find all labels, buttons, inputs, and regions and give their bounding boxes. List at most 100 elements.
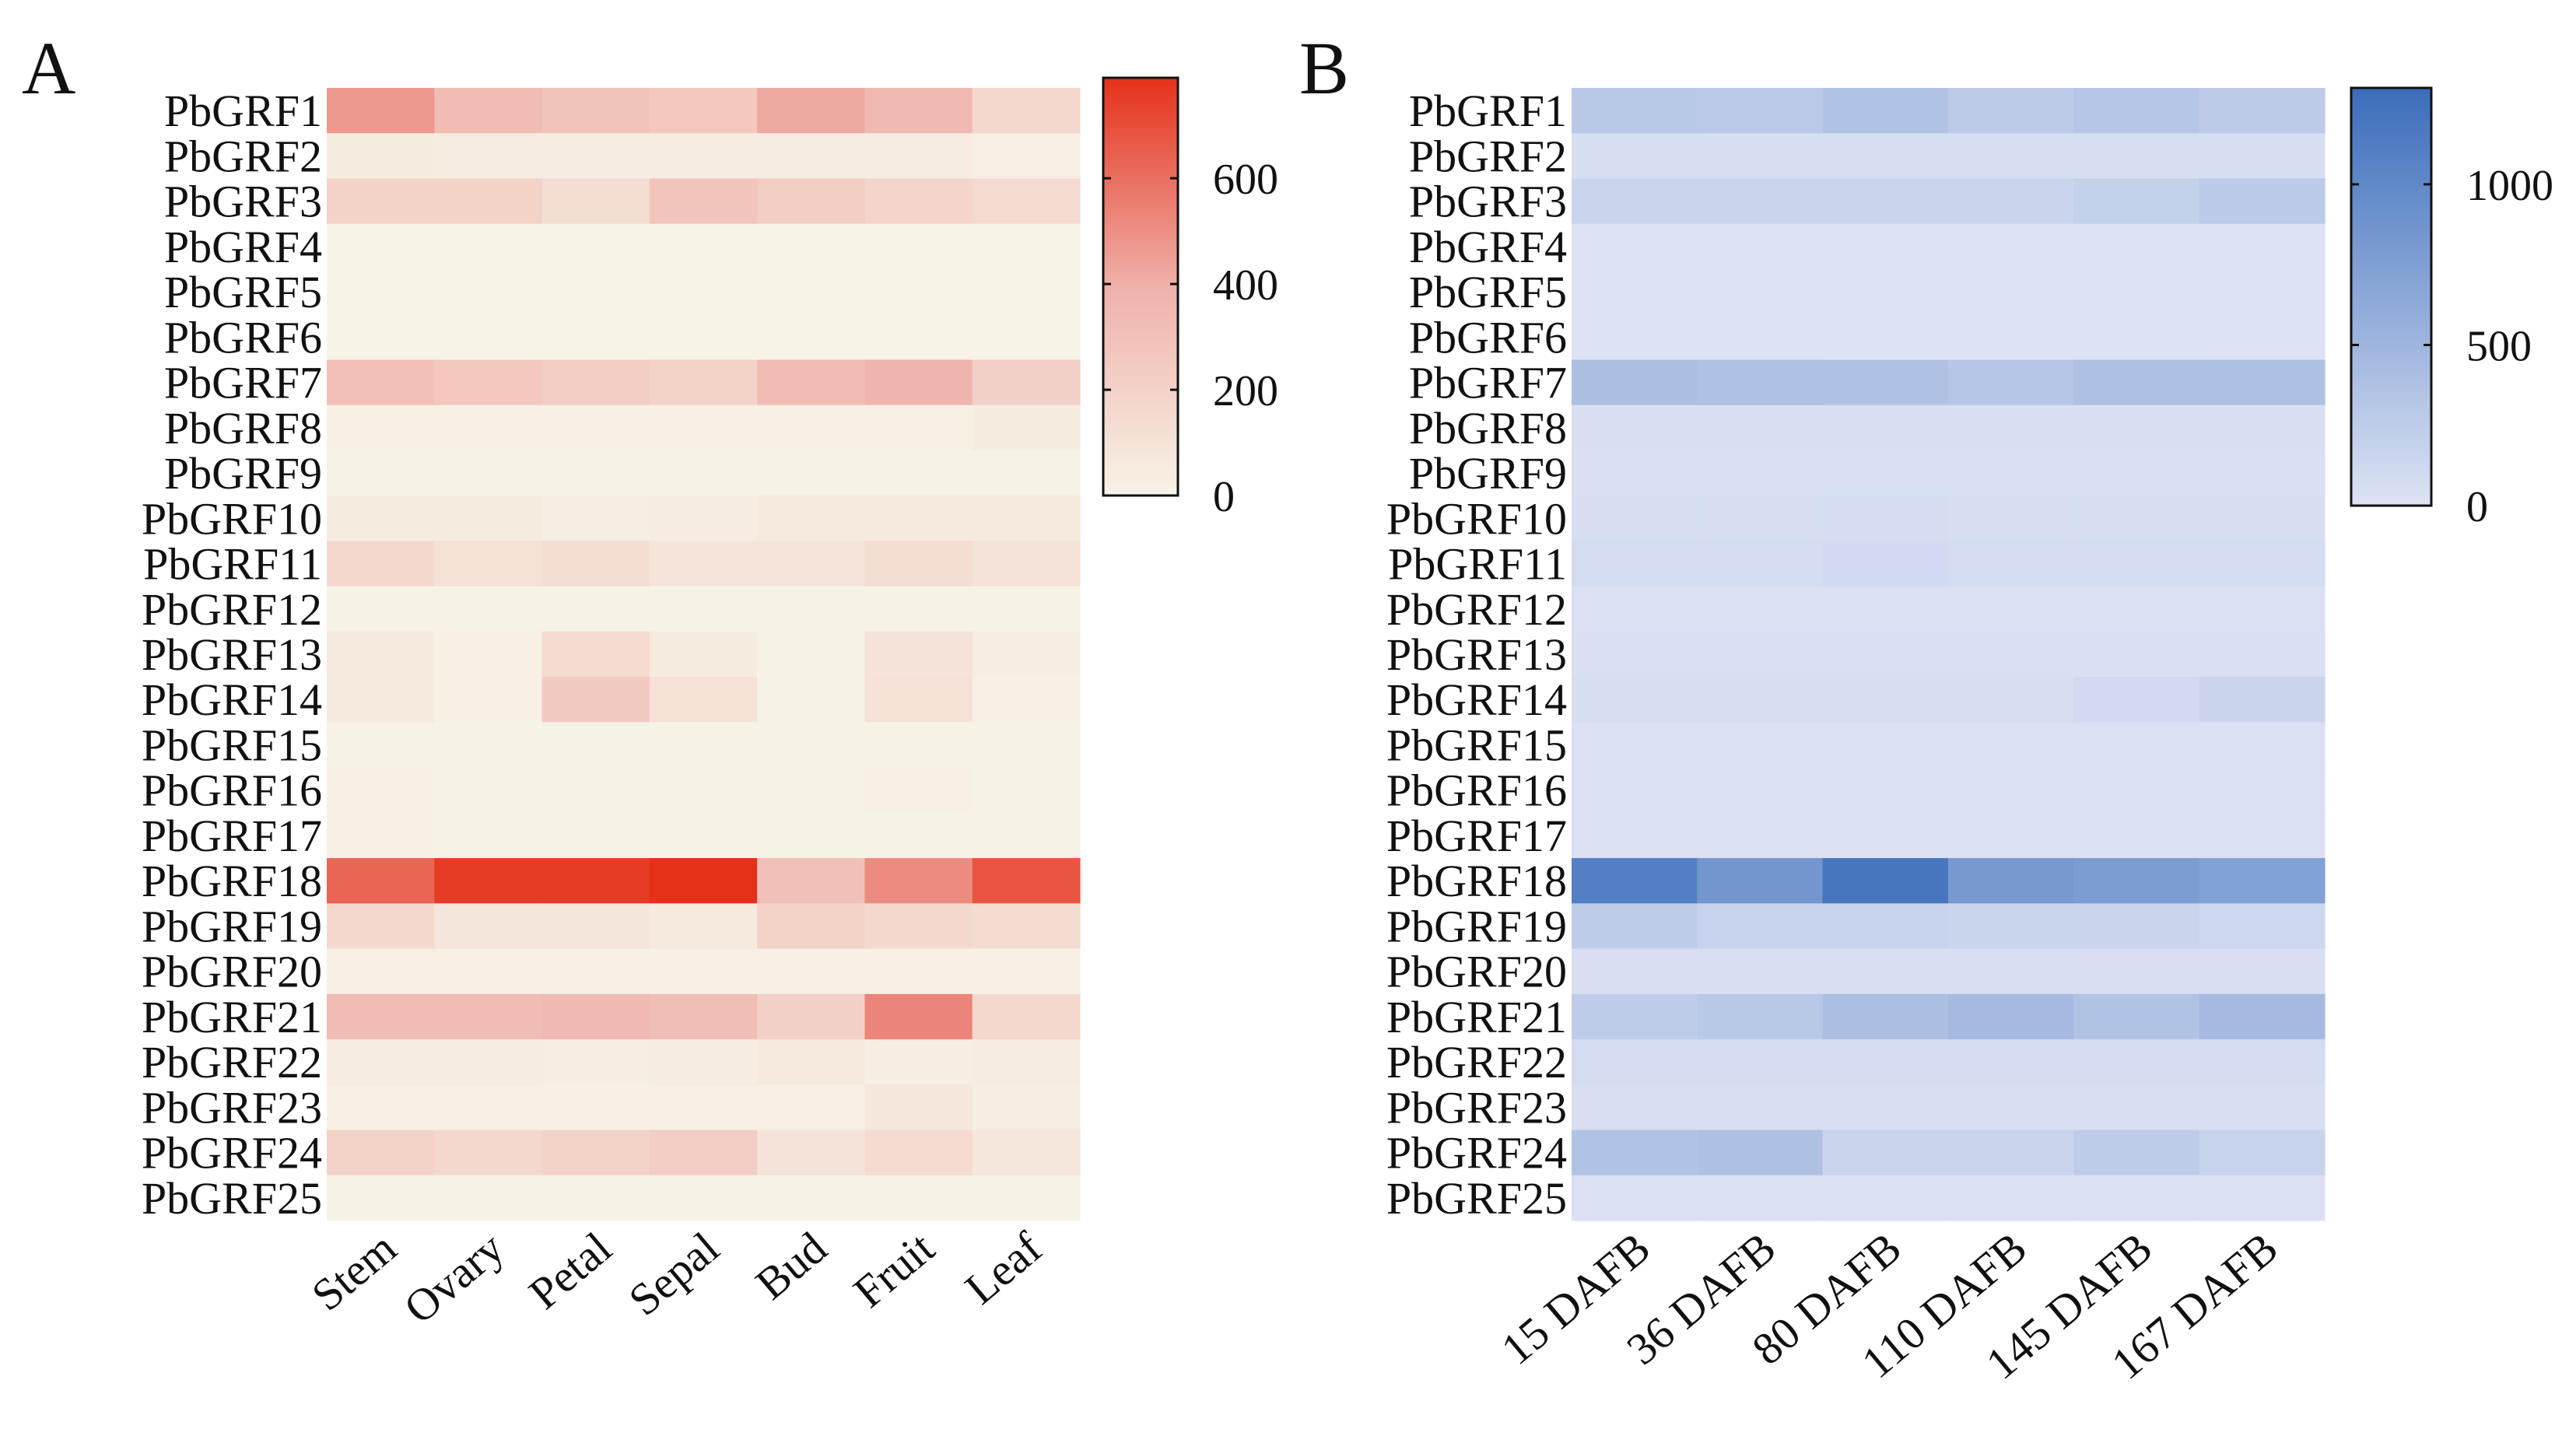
heatmap-panel-b: B PbGRF1PbGRF2PbGRF3PbGRF4PbGRF5PbGRF6Pb… [1299,26,2553,1389]
heatmap-cell [649,677,758,723]
heatmap-cell [1572,586,1698,632]
heatmap-cell [864,496,973,541]
heatmap-cell [1697,1175,1824,1221]
row-label: PbGRF17 [142,811,322,861]
heatmap-cell [1697,450,1824,496]
heatmap-cell [2073,314,2200,361]
heatmap-cell [1697,631,1824,678]
heatmap-cell [327,405,435,451]
heatmap-cell [2199,993,2325,1040]
heatmap-cell [327,1175,435,1221]
row-label: PbGRF8 [1409,403,1567,454]
heatmap-cell [1948,586,2074,632]
heatmap-cell [327,541,435,587]
heatmap-cell [649,993,758,1040]
heatmap-cell [1697,496,1824,541]
heatmap-cell [1572,496,1698,541]
heatmap-cell [541,496,650,541]
heatmap-cell [649,268,758,315]
heatmap-cell [1948,1084,2074,1131]
heatmap-cell [1697,1084,1824,1131]
heatmap-cell [972,993,1081,1040]
heatmap-cell [649,767,758,814]
heatmap-cell [327,314,435,361]
heatmap-cell [649,223,758,270]
heatmap-cell [757,450,866,496]
heatmap-cell [1948,450,2074,496]
heatmap-cell [1572,767,1698,814]
heatmap-cell [1572,450,1698,496]
row-label: PbGRF14 [142,674,322,725]
heatmap-cell [972,586,1081,632]
heatmap-cell [2073,88,2200,134]
heatmap-cell [757,88,866,134]
heatmap-cell [972,178,1081,225]
heatmap-cell [1948,88,2074,134]
heatmap-cell [1697,1130,1824,1176]
heatmap-cell [327,1130,435,1176]
heatmap-cell [434,133,543,180]
heatmap-cell [434,948,543,995]
heatmap-cell [649,812,758,859]
heatmap-cell [541,812,650,859]
heatmap-cell [649,586,758,632]
colorbar-b: 0 500 1000 [2350,86,2553,531]
heatmap-cell [1822,496,1949,541]
heatmap-cell [972,88,1081,134]
heatmap-cell [2073,812,2200,859]
heatmap-cell [434,450,543,496]
heatmap-cell [864,359,973,406]
column-label: Ovary [394,1222,513,1333]
heatmap-cell [541,722,650,769]
heatmap-cell [1822,993,1949,1040]
heatmap-cell [327,722,435,769]
heatmap-cell [1572,1084,1698,1131]
heatmap-cell [434,677,543,723]
heatmap-cell [1948,178,2074,225]
heatmap-cell [434,314,543,361]
heatmap-cell [327,677,435,723]
heatmap-cell [1948,1130,2074,1176]
heatmap-cell [1572,1175,1698,1221]
heatmap-cell [972,903,1081,950]
heatmap-cell [972,858,1081,904]
heatmap-cell [757,223,866,270]
row-label: PbGRF8 [164,403,322,454]
heatmap-cell [541,1084,650,1131]
heatmap-cell [1948,496,2074,541]
row-label: PbGRF7 [1409,358,1567,408]
heatmap-cell [2199,359,2325,406]
heatmap-cell [649,450,758,496]
heatmap-cell [757,541,866,587]
row-label: PbGRF5 [164,267,322,317]
heatmap-cell [649,133,758,180]
row-label: PbGRF16 [142,765,322,816]
heatmap-cell [434,858,543,904]
heatmap-cell [434,405,543,451]
heatmap-cell [1697,858,1824,904]
heatmap-cell [2199,133,2325,180]
heatmap-cell [1697,677,1824,723]
heatmap-cell [434,903,543,950]
heatmap-cell [1697,903,1824,950]
heatmap-cell [864,1084,973,1131]
heatmap-cell [1948,767,2074,814]
heatmap-cell [864,405,973,451]
colorbar-tick-label: 0 [2466,483,2488,531]
row-label: PbGRF25 [142,1173,322,1224]
heatmap-cell [541,88,650,134]
row-label: PbGRF18 [1386,856,1567,906]
panel-label-b: B [1299,26,1349,110]
heatmap-cell [757,586,866,632]
heatmap-cell [1948,1039,2074,1085]
heatmap-cell [649,359,758,406]
heatmap-cell [434,767,543,814]
column-label: Petal [519,1222,621,1319]
row-label: PbGRF3 [164,177,322,227]
heatmap-cell [757,359,866,406]
heatmap-cell [864,1130,973,1176]
heatmap-cell [864,903,973,950]
heatmap-cell [1572,359,1698,406]
heatmap-cell [757,314,866,361]
